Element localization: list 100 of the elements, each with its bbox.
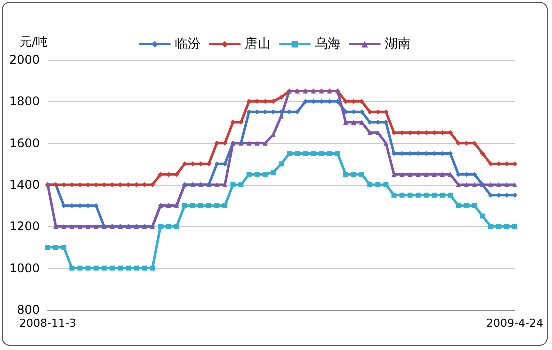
point xyxy=(368,182,373,188)
point xyxy=(254,172,260,178)
x-tick-label: 2009-4-24 xyxy=(486,317,544,330)
point xyxy=(287,151,292,156)
point xyxy=(408,192,413,198)
point xyxy=(464,182,470,188)
point xyxy=(480,214,486,219)
y-tick-label: 1200 xyxy=(9,220,40,234)
point xyxy=(214,203,220,208)
point xyxy=(416,172,421,178)
point xyxy=(262,140,268,146)
point xyxy=(230,182,236,188)
point xyxy=(472,203,478,208)
point xyxy=(384,182,389,188)
point xyxy=(158,224,164,230)
point xyxy=(424,172,429,178)
point xyxy=(190,203,196,208)
point xyxy=(270,170,276,175)
point xyxy=(70,224,75,230)
point xyxy=(496,224,502,230)
point xyxy=(400,192,405,198)
point xyxy=(86,224,91,230)
point xyxy=(62,245,67,250)
point xyxy=(174,224,180,230)
point xyxy=(376,182,381,188)
point xyxy=(432,192,437,198)
y-tick-label: 2000 xyxy=(9,53,40,67)
point xyxy=(78,266,83,271)
point xyxy=(512,182,518,188)
point xyxy=(424,192,429,198)
point xyxy=(440,192,446,198)
point xyxy=(480,151,486,156)
y-tick-label: 800 xyxy=(17,303,40,317)
point xyxy=(303,151,308,156)
point xyxy=(118,266,123,271)
point xyxy=(360,172,365,178)
point xyxy=(110,266,115,271)
point xyxy=(222,203,228,208)
point xyxy=(54,245,59,250)
point xyxy=(206,203,212,208)
point xyxy=(86,266,91,271)
point xyxy=(488,182,494,188)
point xyxy=(456,203,462,208)
point xyxy=(279,95,284,100)
point xyxy=(78,224,83,230)
legend-label: 临汾 xyxy=(175,37,201,52)
point xyxy=(94,224,99,230)
point xyxy=(126,266,132,271)
y-tick-label: 1400 xyxy=(9,178,40,192)
y-axis-title: 元/吨 xyxy=(20,35,48,49)
point xyxy=(496,182,502,188)
point xyxy=(279,162,284,167)
point xyxy=(182,203,188,208)
x-tick-label: 2008-11-3 xyxy=(20,317,76,330)
point xyxy=(408,172,413,178)
point xyxy=(150,266,156,271)
point xyxy=(134,266,140,271)
point xyxy=(464,203,470,208)
point xyxy=(246,140,252,146)
point xyxy=(295,151,300,156)
point xyxy=(311,151,316,156)
y-tick-label: 1600 xyxy=(9,136,40,150)
point xyxy=(327,151,332,156)
point xyxy=(448,192,454,198)
point xyxy=(262,172,268,178)
point xyxy=(70,266,75,271)
point xyxy=(440,172,446,178)
point xyxy=(238,182,244,188)
point xyxy=(254,140,260,146)
point xyxy=(392,192,397,198)
point xyxy=(384,140,389,146)
point xyxy=(335,151,340,156)
point xyxy=(102,266,107,271)
point xyxy=(368,130,373,136)
legend-label: 湖南 xyxy=(385,37,411,52)
point xyxy=(246,172,252,178)
point xyxy=(94,266,99,271)
point xyxy=(46,245,50,250)
point xyxy=(432,172,437,178)
point xyxy=(62,224,67,230)
point xyxy=(142,266,148,271)
point xyxy=(504,182,510,188)
point xyxy=(214,182,220,188)
point xyxy=(198,203,204,208)
point xyxy=(456,182,462,188)
y-tick-label: 1800 xyxy=(9,94,40,109)
point xyxy=(504,224,510,230)
legend-label: 乌海 xyxy=(315,37,341,52)
point xyxy=(472,182,478,188)
y-tick-label: 1000 xyxy=(9,261,40,276)
point xyxy=(343,172,348,178)
point xyxy=(416,192,421,198)
point xyxy=(351,172,356,178)
point xyxy=(319,151,324,156)
point xyxy=(166,224,172,230)
legend-label: 唐山 xyxy=(245,37,271,52)
point xyxy=(351,120,356,125)
point xyxy=(488,224,494,230)
point xyxy=(400,172,405,178)
point xyxy=(279,114,284,119)
